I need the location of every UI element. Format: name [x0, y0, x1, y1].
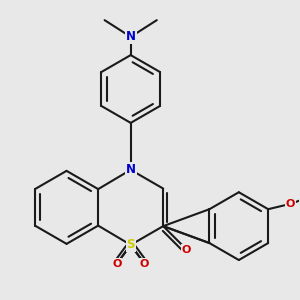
Text: N: N [126, 30, 136, 43]
Text: O: O [182, 244, 191, 255]
Text: O: O [140, 259, 149, 269]
Text: O: O [285, 199, 295, 209]
Text: O: O [112, 259, 122, 269]
Text: S: S [126, 238, 135, 251]
Text: N: N [126, 163, 136, 176]
